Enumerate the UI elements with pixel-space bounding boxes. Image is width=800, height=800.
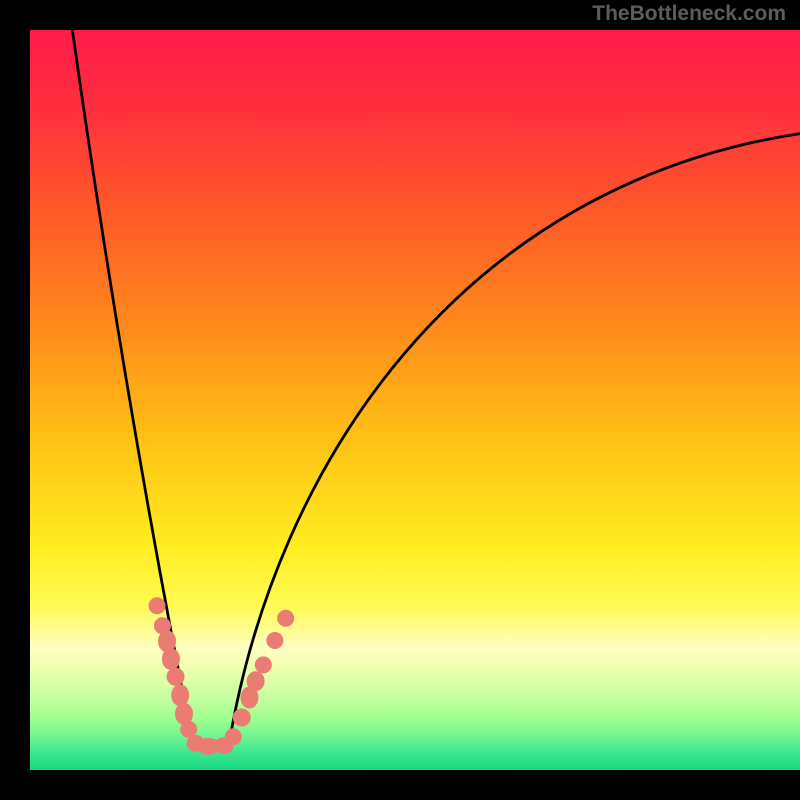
data-point (233, 709, 250, 726)
data-point (149, 598, 165, 614)
data-point (267, 633, 283, 649)
data-markers (149, 598, 294, 755)
data-point (278, 610, 294, 626)
data-point (225, 729, 241, 745)
data-point (247, 672, 264, 691)
data-point (167, 668, 184, 685)
data-point (181, 721, 197, 737)
data-point (255, 657, 271, 673)
data-point (172, 685, 189, 706)
chart-container: TheBottleneck.com (0, 0, 800, 800)
bottleneck-curve (72, 30, 800, 746)
curve-overlay (30, 30, 800, 770)
data-point (162, 649, 179, 670)
watermark-text: TheBottleneck.com (592, 2, 786, 26)
plot-area (30, 30, 800, 770)
